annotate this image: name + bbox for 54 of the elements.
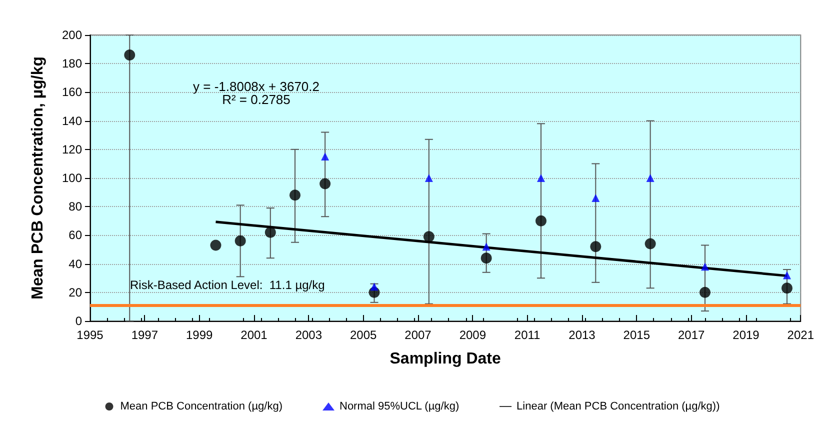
y-tick-label: 100 <box>62 171 82 185</box>
point <box>782 271 791 280</box>
x-axis-title: Sampling Date <box>390 350 501 368</box>
point <box>590 241 602 252</box>
legend-label: Normal 95%UCL (µg/kg) <box>340 400 460 412</box>
x-tick-label: 2003 <box>295 328 322 342</box>
y-tick-label: 80 <box>68 200 82 214</box>
point <box>264 226 276 238</box>
x-tick-label: 2015 <box>623 328 650 342</box>
point <box>536 215 546 226</box>
point <box>210 240 222 251</box>
point <box>321 152 330 161</box>
y-tick-label: 200 <box>62 28 82 42</box>
x-tick-label: 2011 <box>514 328 541 342</box>
x-tick-label: 2017 <box>678 328 705 342</box>
y-tick-label: 180 <box>62 56 82 71</box>
y-tick-label: 40 <box>68 256 82 271</box>
ref-line-label: Risk-Based Action Level: 11.1 µg/kg <box>130 278 325 292</box>
y-tick-label: 160 <box>62 85 82 100</box>
x-tick-label: 2007 <box>404 328 432 342</box>
legend-label: Mean PCB Concentration (µg/kg) <box>120 400 283 412</box>
y-tick-label: 60 <box>68 228 82 242</box>
legend-label: Linear (Mean PCB Concentration (µg/kg)) <box>516 400 720 412</box>
point <box>781 282 792 294</box>
y-tick-label: 20 <box>68 285 82 300</box>
point <box>482 242 490 251</box>
point <box>536 174 545 182</box>
point <box>644 238 656 250</box>
point <box>700 262 709 271</box>
point <box>424 174 433 182</box>
point <box>646 174 654 182</box>
y-axis-title: Mean PCB Concentration, µg/kg <box>30 56 46 300</box>
point <box>700 286 710 298</box>
x-tick-label: 1997 <box>131 328 158 342</box>
x-tick-label: 1995 <box>76 328 104 342</box>
point <box>480 252 492 264</box>
x-tick-label: 2009 <box>459 328 486 342</box>
y-tick-label: 0 <box>75 314 82 328</box>
point <box>290 190 300 201</box>
point <box>370 282 378 291</box>
point <box>592 194 600 202</box>
y-tick-label: 120 <box>62 142 82 156</box>
point <box>320 178 331 190</box>
y-tick-label: 140 <box>62 114 82 128</box>
point <box>423 231 434 242</box>
x-tick-label: 2013 <box>568 328 596 342</box>
x-tick-label: 2021 <box>787 328 814 342</box>
point <box>234 235 246 246</box>
point <box>124 50 136 61</box>
x-tick-label: 2019 <box>732 328 760 342</box>
x-tick-label: 2001 <box>240 328 268 342</box>
annotation: y = -1.8008x + 3670.2 R² = 0.2785 <box>193 79 320 107</box>
x-tick-label: 2005 <box>350 328 377 342</box>
x-tick-label: 1999 <box>186 328 213 342</box>
